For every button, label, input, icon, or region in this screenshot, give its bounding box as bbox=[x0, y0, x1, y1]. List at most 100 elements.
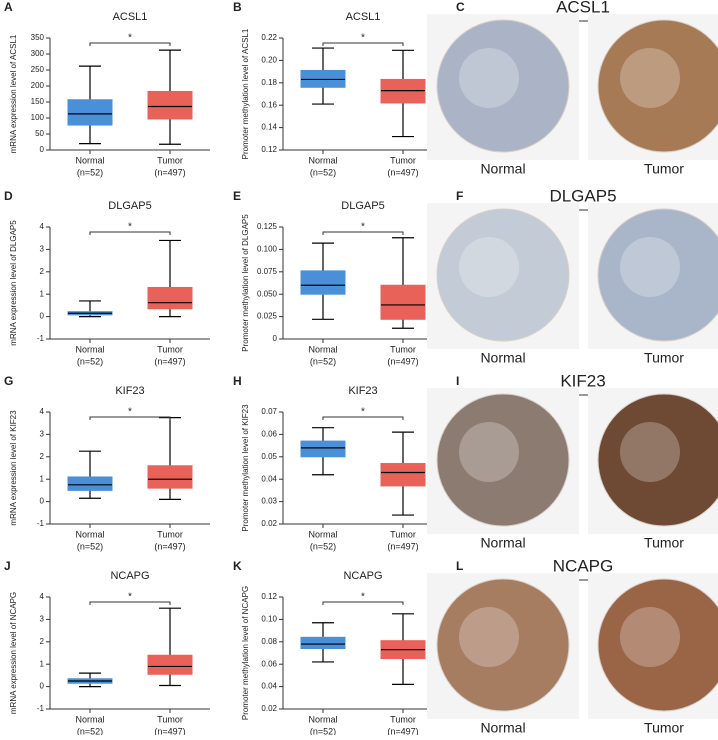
x-tick-note: (n=497) bbox=[387, 726, 418, 735]
y-tick-label: 0.125 bbox=[257, 222, 278, 231]
ihc-label: Tumor bbox=[644, 720, 684, 735]
tissue-texture bbox=[459, 48, 519, 108]
ihc-label: Tumor bbox=[644, 161, 684, 177]
panel-letter: G bbox=[4, 374, 13, 388]
y-tick-label: 0.18 bbox=[261, 78, 277, 87]
y-axis-label: Promoter methylation level of NCAPG bbox=[241, 586, 250, 720]
y-axis-label: mRNA expression level of ACSL1 bbox=[9, 34, 18, 153]
y-axis-label: Promoter methylation level of KIF23 bbox=[241, 404, 250, 532]
significance-bracket bbox=[322, 416, 404, 420]
y-tick-label: 0.100 bbox=[257, 245, 278, 254]
y-tick-label: 0.16 bbox=[261, 100, 277, 109]
y-tick-label: 0.025 bbox=[257, 312, 278, 321]
ihc-label: Normal bbox=[480, 535, 525, 551]
tissue-core bbox=[436, 208, 570, 342]
y-axis-label: Promoter methylation level of DLGAP5 bbox=[241, 214, 250, 352]
y-tick-label: 2 bbox=[40, 452, 45, 461]
ihc-label: Normal bbox=[480, 350, 525, 366]
y-axis-label: Promoter methylation level of ACSL1 bbox=[241, 28, 250, 159]
significance-label: * bbox=[361, 222, 365, 233]
x-tick-label: Tumor bbox=[390, 344, 416, 354]
y-tick-label: 0.04 bbox=[261, 682, 277, 691]
tissue-texture bbox=[459, 607, 519, 667]
y-tick-label: -1 bbox=[37, 519, 45, 528]
x-tick-note: (n=497) bbox=[154, 541, 185, 551]
x-tick-label: Tumor bbox=[157, 155, 183, 165]
x-tick-label: Normal bbox=[75, 344, 104, 354]
significance-label: * bbox=[361, 592, 365, 603]
panel-letter: H bbox=[233, 374, 242, 388]
x-tick-label: Normal bbox=[75, 529, 104, 539]
y-tick-label: -1 bbox=[37, 334, 45, 343]
y-tick-label: 3 bbox=[40, 615, 45, 624]
box bbox=[300, 636, 346, 650]
x-tick-note: (n=497) bbox=[154, 726, 185, 735]
y-tick-label: 350 bbox=[31, 33, 45, 42]
box bbox=[67, 99, 113, 126]
ihc-title: ACSL1 bbox=[556, 0, 610, 16]
y-tick-label: 0.050 bbox=[257, 289, 278, 298]
x-tick-label: Normal bbox=[308, 714, 337, 724]
y-tick-label: 2 bbox=[40, 637, 45, 646]
significance-label: * bbox=[128, 407, 132, 418]
significance-bracket bbox=[322, 42, 404, 46]
y-tick-label: 1 bbox=[40, 289, 45, 298]
y-tick-label: 0.12 bbox=[261, 592, 277, 601]
y-tick-label: 300 bbox=[31, 49, 45, 58]
y-tick-label: 0.06 bbox=[261, 659, 277, 668]
y-tick-label: 0.20 bbox=[261, 56, 277, 65]
x-tick-note: (n=52) bbox=[310, 356, 336, 366]
tissue-texture bbox=[620, 607, 680, 667]
x-tick-note: (n=52) bbox=[310, 167, 336, 177]
y-tick-label: 100 bbox=[31, 113, 45, 122]
y-tick-label: 0.06 bbox=[261, 430, 277, 439]
x-tick-note: (n=52) bbox=[310, 541, 336, 551]
x-tick-label: Normal bbox=[308, 529, 337, 539]
tissue-texture bbox=[459, 237, 519, 297]
x-tick-note: (n=52) bbox=[310, 726, 336, 735]
panel-letter: E bbox=[233, 189, 241, 203]
y-tick-label: 0.12 bbox=[261, 145, 277, 154]
chart-title: DLGAP5 bbox=[108, 200, 151, 212]
panel-letter: L bbox=[456, 559, 463, 573]
box bbox=[67, 476, 113, 491]
x-tick-note: (n=497) bbox=[387, 356, 418, 366]
box bbox=[300, 270, 346, 295]
tissue-texture bbox=[620, 48, 680, 108]
significance-bracket bbox=[322, 601, 404, 605]
y-tick-label: 3 bbox=[40, 430, 45, 439]
y-tick-label: 0 bbox=[40, 145, 45, 154]
box bbox=[147, 654, 193, 675]
y-tick-label: 3 bbox=[40, 245, 45, 254]
ihc-title: DLGAP5 bbox=[549, 186, 616, 205]
panel-letter: D bbox=[4, 189, 13, 203]
tissue-core bbox=[597, 393, 718, 527]
x-tick-note: (n=52) bbox=[77, 726, 103, 735]
y-tick-label: 50 bbox=[35, 129, 44, 138]
panel-letter: F bbox=[456, 189, 463, 203]
panel-letter: K bbox=[233, 559, 242, 573]
y-tick-label: 0.22 bbox=[261, 33, 277, 42]
significance-label: * bbox=[128, 222, 132, 233]
tissue-texture bbox=[620, 237, 680, 297]
y-tick-label: 4 bbox=[40, 407, 45, 416]
significance-bracket bbox=[89, 601, 171, 605]
y-tick-label: 0 bbox=[40, 682, 45, 691]
y-tick-label: 0.02 bbox=[261, 704, 277, 713]
y-tick-label: 150 bbox=[31, 97, 45, 106]
y-tick-label: 0.07 bbox=[261, 407, 277, 416]
y-tick-label: 1 bbox=[40, 659, 45, 668]
y-tick-label: 0.04 bbox=[261, 474, 277, 483]
x-tick-note: (n=52) bbox=[77, 167, 103, 177]
y-tick-label: 0 bbox=[40, 497, 45, 506]
y-tick-label: 250 bbox=[31, 65, 45, 74]
chart-title: KIF23 bbox=[348, 385, 377, 397]
chart-title: KIF23 bbox=[115, 385, 144, 397]
tissue-core bbox=[436, 19, 570, 153]
tissue-texture bbox=[620, 422, 680, 482]
ihc-label: Normal bbox=[480, 161, 525, 177]
significance-label: * bbox=[128, 592, 132, 603]
y-tick-label: 1 bbox=[40, 474, 45, 483]
y-tick-label: 0.02 bbox=[261, 519, 277, 528]
